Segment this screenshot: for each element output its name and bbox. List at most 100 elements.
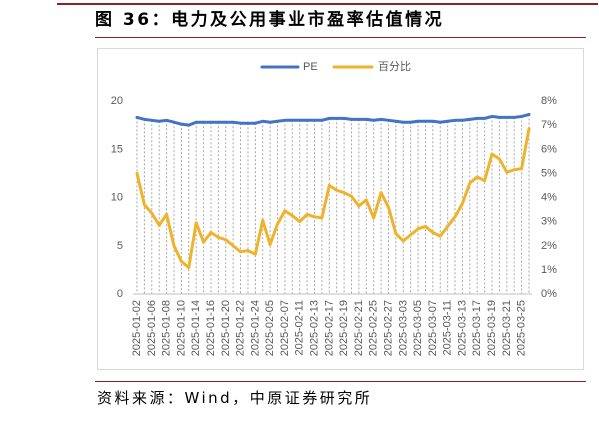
- series-1: [135, 113, 531, 127]
- series-2-point: [290, 214, 294, 217]
- series-2-point: [216, 235, 220, 239]
- series-1-point: [431, 119, 435, 123]
- series-1-point: [342, 116, 346, 120]
- x-tick-label: 2025-01-16: [205, 300, 217, 356]
- series-2-point: [512, 168, 516, 172]
- series-2-point: [416, 227, 420, 231]
- series-2-point: [187, 266, 191, 269]
- left-y-tick-label: 10: [111, 192, 123, 204]
- series-1-point: [142, 117, 146, 121]
- figure-title: 图 36：电力及公用事业市盈率估值情况: [95, 10, 445, 30]
- series-2-point: [505, 170, 509, 174]
- x-tick-label: 2025-02-19: [338, 300, 350, 356]
- legend-label-percent: 百分比: [378, 60, 411, 73]
- series-2-point: [342, 191, 346, 195]
- x-tick-label: 2025-03-17: [471, 300, 483, 356]
- x-tick-label: 2025-01-08: [161, 300, 173, 356]
- series-1-point: [483, 116, 487, 120]
- series-2-point: [135, 171, 139, 175]
- x-tick-label: 2025-03-05: [412, 300, 424, 356]
- series-1-point: [409, 120, 413, 124]
- series-2-point: [202, 240, 205, 244]
- series-1-point: [416, 119, 420, 123]
- series-2-point: [231, 244, 235, 248]
- source-note: 资料来源：Wind，中原证券研究所: [97, 389, 373, 407]
- series-2-point: [335, 188, 339, 192]
- series-1-point: [246, 121, 250, 125]
- legend: PE 百分比: [260, 60, 411, 73]
- series-1-point: [424, 119, 427, 123]
- right-y-tick-label: 8%: [541, 95, 557, 107]
- x-tick-label: 2025-03-03: [397, 300, 409, 356]
- series-1-point: [394, 119, 398, 123]
- series-1-point: [239, 121, 242, 125]
- series-2-point: [468, 181, 472, 185]
- legend-label-pe: PE: [303, 61, 318, 73]
- x-tick-label: 2025-02-13: [309, 300, 321, 356]
- series-1-point: [327, 116, 331, 120]
- series-1-point: [475, 116, 479, 120]
- top-rule: [57, 3, 598, 5]
- left-y-tick-label: 15: [111, 143, 123, 155]
- x-tick-label: 2025-02-07: [279, 300, 291, 356]
- drop-lines: [136, 114, 530, 294]
- series-2-point: [268, 243, 272, 246]
- series-2-point: [438, 234, 442, 238]
- series-1-point: [165, 118, 168, 122]
- series-2-point: [394, 232, 398, 236]
- series-1-point: [268, 120, 272, 124]
- series-1-point: [179, 122, 183, 126]
- title-rule: [95, 37, 586, 38]
- series-1-point: [194, 120, 198, 124]
- left-y-tick-label: 0: [117, 288, 123, 300]
- series-2-point: [261, 219, 265, 222]
- bottom-rule: [95, 381, 586, 382]
- series-1-point: [261, 119, 265, 123]
- series-1-point: [283, 118, 287, 122]
- series-layer: [135, 113, 531, 269]
- series-2-point: [224, 238, 228, 242]
- x-tick-label: 2025-01-10: [175, 300, 187, 356]
- x-tick-label: 2025-01-14: [190, 300, 202, 356]
- series-1-point: [520, 115, 524, 118]
- series-2-point: [520, 167, 524, 170]
- x-axis: 2025-01-02 2025-01-06 2025-01-08 2025-01-10…: [131, 300, 528, 356]
- x-tick-label: 2025-02-05: [264, 300, 276, 356]
- series-2-point: [409, 233, 413, 237]
- right-y-tick-label: 1%: [541, 264, 557, 276]
- x-tick-label: 2025-02-27: [382, 300, 394, 356]
- series-1-point: [313, 118, 316, 122]
- left-y-tick-label: 20: [111, 95, 123, 107]
- series-1-point: [468, 117, 472, 121]
- series-1-point: [438, 120, 442, 124]
- series-2-point: [276, 222, 279, 226]
- series-2-point: [283, 209, 287, 213]
- series-2-point: [157, 223, 161, 227]
- series-2-point: [498, 157, 501, 161]
- series-2-point: [387, 205, 390, 209]
- series-2-point: [461, 202, 464, 205]
- x-tick-label: 2025-01-06: [146, 300, 158, 356]
- series-2-line: [135, 127, 531, 269]
- series-1-point: [202, 120, 205, 124]
- series-2-point: [239, 250, 242, 254]
- series-2: [135, 127, 531, 269]
- series-2-point: [483, 179, 487, 183]
- series-2-point: [194, 221, 198, 225]
- series-2-point: [298, 220, 302, 224]
- series-2-point: [172, 244, 176, 248]
- right-y-tick-label: 6%: [541, 143, 557, 155]
- right-y-tick-label: 3%: [541, 216, 557, 228]
- right-y-tick-label: 4%: [541, 192, 557, 204]
- series-2-point: [357, 204, 361, 208]
- series-2-point: [446, 225, 450, 228]
- series-2-point: [253, 252, 257, 256]
- series-1-point: [387, 118, 390, 122]
- x-tick-label: 2025-03-19: [486, 300, 498, 356]
- series-2-point: [350, 194, 353, 198]
- series-1-point: [335, 116, 339, 120]
- series-2-point: [527, 127, 531, 131]
- series-1-point: [253, 121, 257, 125]
- series-1-point: [224, 120, 228, 124]
- series-1-point: [505, 116, 509, 119]
